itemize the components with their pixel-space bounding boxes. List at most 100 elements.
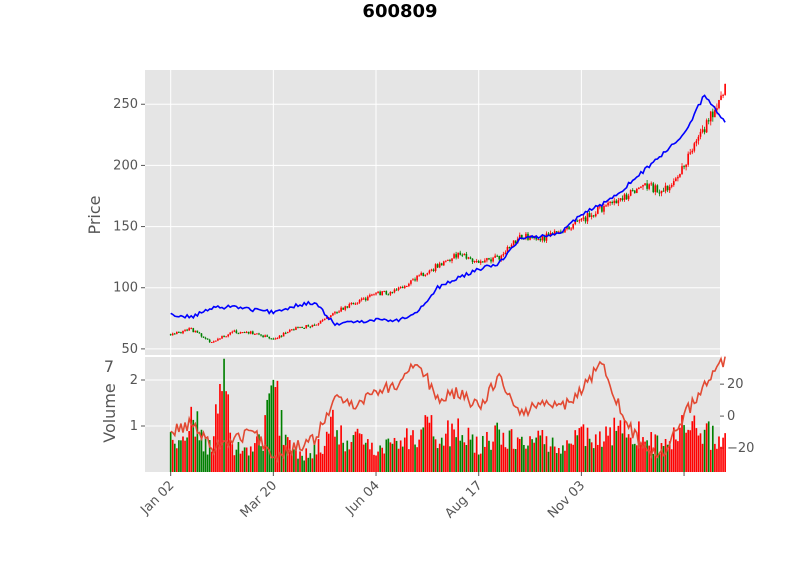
volume-bar: [198, 440, 201, 472]
candle-body: [200, 333, 203, 337]
volume-bar: [549, 446, 552, 472]
volume-bar: [484, 446, 486, 472]
candle-body: [217, 338, 219, 341]
volume-bar: [332, 409, 334, 472]
candle-body: [418, 275, 420, 277]
volume-bar: [395, 440, 398, 472]
candle-body: [681, 166, 683, 175]
candle-body: [239, 332, 242, 334]
candle-body: [403, 286, 406, 288]
candle-body: [428, 270, 431, 274]
volume-bar: [447, 420, 449, 472]
volume-bar: [705, 423, 708, 472]
volume-bar: [683, 425, 685, 472]
candle-body: [672, 181, 675, 186]
candle-body: [256, 333, 258, 335]
volume-bar: [377, 451, 379, 472]
candle-body: [453, 254, 455, 259]
volume-bar: [391, 443, 394, 472]
volume-bar: [342, 442, 344, 472]
candle-body: [601, 206, 603, 212]
candle-body: [592, 215, 595, 217]
candle-body: [424, 274, 427, 276]
candle-body: [720, 95, 722, 100]
candle-body: [194, 330, 197, 333]
price-tick-label: 50: [121, 342, 138, 357]
candle-body: [496, 255, 499, 257]
candle-body: [582, 217, 585, 219]
candle-body: [346, 306, 349, 308]
volume-bar: [689, 430, 692, 472]
candle-body: [633, 190, 636, 193]
volume-bar: [389, 442, 392, 472]
volume-bar: [247, 455, 250, 472]
candle-body: [233, 330, 236, 332]
volume-bar: [722, 437, 724, 472]
volume-bar: [362, 444, 365, 472]
volume-bar: [229, 432, 232, 472]
candle-body: [344, 306, 347, 310]
candle-body: [295, 327, 297, 330]
candle-body: [221, 336, 223, 339]
volume-bar: [173, 443, 176, 472]
volume-bar: [375, 455, 377, 472]
volume-bar: [623, 420, 626, 472]
candle-body: [492, 257, 494, 262]
volume-bar: [239, 453, 242, 472]
price-axis-label: Price: [85, 195, 104, 234]
candle-body: [646, 183, 648, 189]
volume-bar: [551, 437, 554, 472]
volume-bar: [445, 433, 447, 472]
candle-body: [334, 312, 336, 314]
x-tick-label: Mar 20: [238, 478, 281, 521]
candle-body: [488, 258, 490, 260]
volume-bar: [171, 439, 174, 472]
volume-bar: [422, 427, 425, 472]
volume-bar: [481, 435, 484, 472]
candle-body: [484, 260, 486, 263]
volume-bars: [169, 358, 726, 472]
candle-body: [198, 332, 201, 334]
candle-body: [323, 318, 326, 321]
candle-body: [714, 110, 716, 118]
volume-bar: [200, 429, 203, 472]
volume-bar: [477, 454, 480, 472]
candle-body: [510, 244, 513, 249]
candle-body: [440, 263, 443, 266]
candle-body: [543, 236, 546, 241]
candle-body: [208, 339, 211, 343]
volume-bar: [588, 438, 591, 472]
volume-bar: [215, 404, 217, 472]
volume-bar: [340, 425, 342, 472]
volume-bar: [311, 458, 314, 472]
volume-bar: [672, 427, 675, 472]
volume-bar: [424, 415, 427, 472]
volume-bar: [241, 450, 244, 472]
volume-bar: [533, 442, 535, 472]
candle-body: [718, 99, 720, 109]
candle-body: [229, 332, 232, 335]
candle-body: [399, 287, 402, 289]
candle-body: [590, 215, 593, 217]
volume-bar: [180, 440, 182, 472]
candle-body: [180, 332, 182, 334]
candle-body: [518, 234, 521, 239]
candle-body: [537, 238, 540, 240]
price-tick-label: 150: [113, 220, 138, 235]
volume-bar: [611, 445, 614, 472]
volume-bar: [297, 458, 299, 472]
candle-body: [354, 303, 357, 305]
volume-tick-label: 2: [130, 373, 138, 388]
volume-bar: [430, 415, 433, 472]
volume-bar: [465, 445, 468, 472]
candle-body: [227, 334, 229, 337]
candle-body: [237, 333, 240, 335]
volume-bar: [707, 421, 710, 472]
candle-body: [599, 206, 601, 208]
volume-bar: [291, 451, 293, 472]
volume-bar: [223, 358, 225, 472]
volume-bar: [471, 434, 474, 472]
volume-bar: [539, 435, 542, 472]
candle-body: [297, 327, 299, 329]
volume-bar: [249, 446, 252, 472]
